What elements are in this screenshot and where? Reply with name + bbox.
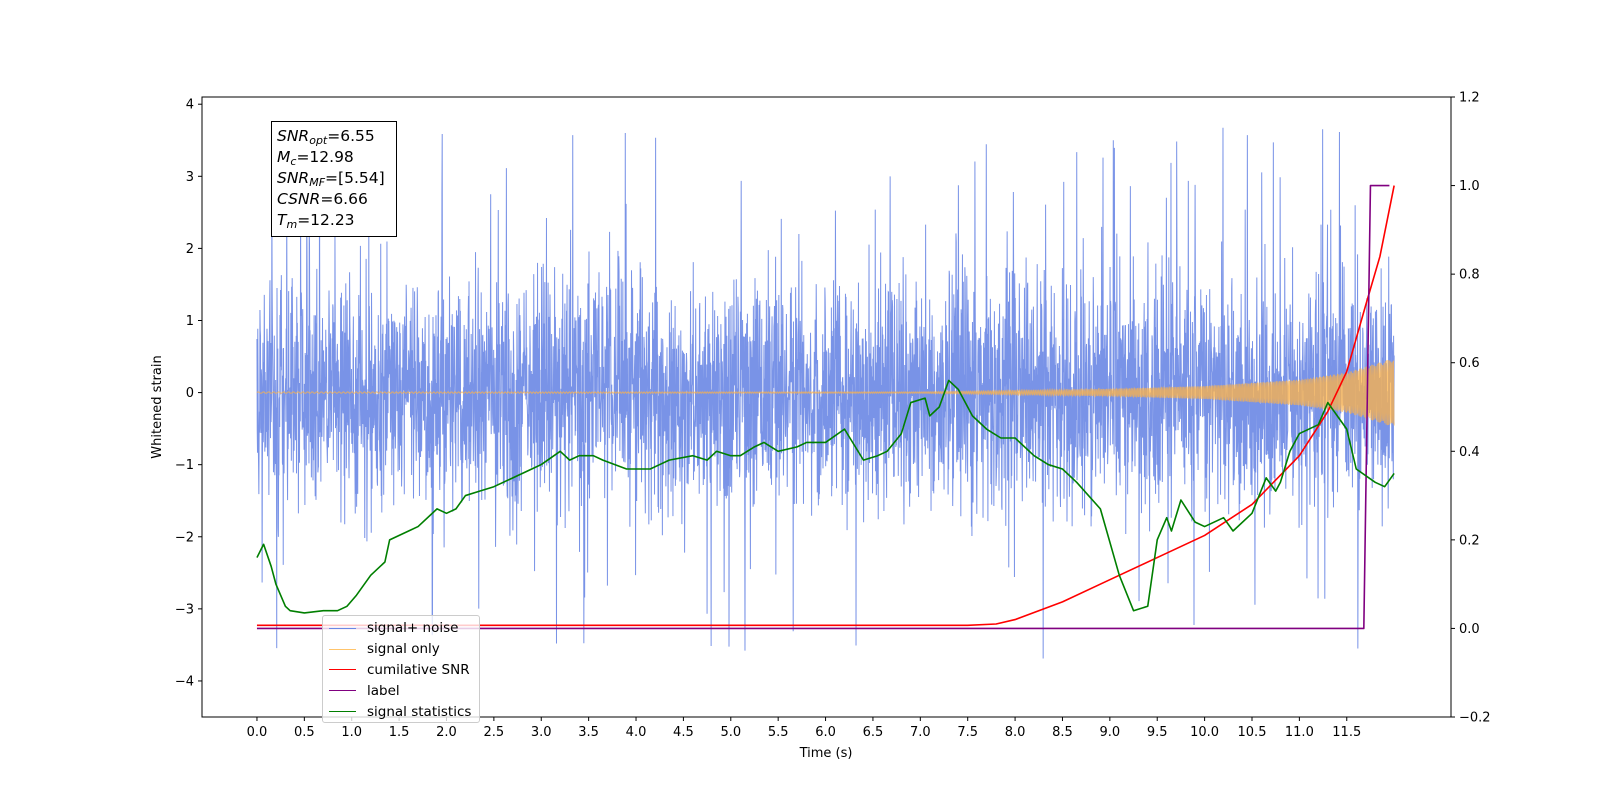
y-tick-label-left: 2 xyxy=(186,242,194,257)
info-snr-mf: SNRMF=[5.54] xyxy=(277,169,385,189)
y-tick-label-right: 0.2 xyxy=(1459,533,1480,548)
x-tick-label: 7.0 xyxy=(910,725,931,740)
series-signal-statistics xyxy=(256,379,1395,614)
y-tick-label-left: 0 xyxy=(186,386,194,401)
legend-entry-cumulative-snr: cumilative SNR xyxy=(329,660,479,681)
legend-swatch xyxy=(329,690,356,692)
series-cumulative-snr xyxy=(256,185,1395,627)
info-csnr: CSNR=6.66 xyxy=(277,190,368,208)
y-tick-label-left: −4 xyxy=(175,674,194,689)
legend-swatch xyxy=(329,669,356,671)
y-tick-label-right: 1.2 xyxy=(1459,91,1480,106)
x-tick-label: 4.0 xyxy=(626,725,647,740)
x-tick-label: 11.0 xyxy=(1285,725,1314,740)
series-label xyxy=(256,184,1390,630)
info-snr-opt: SNRopt=6.55 xyxy=(277,127,375,147)
y-tick-label-right: 0.6 xyxy=(1459,356,1480,371)
y-tick-label-right: −0.2 xyxy=(1459,711,1491,726)
legend-entry-label: label xyxy=(329,680,479,701)
x-tick-label: 6.0 xyxy=(815,725,836,740)
x-tick-label: 9.5 xyxy=(1147,725,1168,740)
x-axis-label: Time (s) xyxy=(799,746,853,761)
x-axis: 0.0 0.5 1.0 1.5 2.0 2.5 3.0 3.5 4.0 4.5 5.0 5.5 6.0 6… xyxy=(247,717,1361,740)
x-tick-label: 2.5 xyxy=(484,725,505,740)
x-tick-label: 10.5 xyxy=(1238,725,1267,740)
x-tick-label: 11.5 xyxy=(1332,725,1361,740)
x-tick-label: 7.5 xyxy=(957,725,978,740)
y-tick-label-left: 1 xyxy=(186,314,194,329)
plot-frame xyxy=(201,96,1452,718)
y-tick-label-left: 4 xyxy=(186,98,194,113)
legend-swatch xyxy=(329,711,356,713)
x-tick-label: 0.5 xyxy=(294,725,315,740)
y-tick-label-right: 0.4 xyxy=(1459,445,1480,460)
y-tick-label-left: −1 xyxy=(175,458,194,473)
info-mc: Mc=12.98 xyxy=(277,148,354,168)
legend-entry-signal-statistics: signal statistics xyxy=(329,701,479,722)
y-tick-label-left: 3 xyxy=(186,170,194,185)
info-tm: Tm=12.23 xyxy=(277,211,355,231)
x-tick-label: 3.5 xyxy=(578,725,599,740)
info-box: SNRopt=6.55 Mc=12.98 SNRMF=[5.54] CSNR=6… xyxy=(271,121,397,237)
legend-swatch xyxy=(329,648,356,650)
x-tick-label: 5.5 xyxy=(768,725,789,740)
x-tick-label: 0.0 xyxy=(247,725,268,740)
y-tick-label-left: −3 xyxy=(175,602,194,617)
x-tick-label: 9.0 xyxy=(1100,725,1121,740)
x-tick-label: 6.5 xyxy=(863,725,884,740)
legend: signal+ noise signal only cumilative SNR… xyxy=(322,615,480,723)
x-tick-label: 2.0 xyxy=(436,725,457,740)
x-tick-label: 4.5 xyxy=(673,725,694,740)
x-tick-label: 8.0 xyxy=(1005,725,1026,740)
y-axis-label: Whitened strain xyxy=(150,355,165,458)
y-tick-label-right: 0.8 xyxy=(1459,268,1480,283)
x-tick-label: 1.5 xyxy=(389,725,410,740)
x-tick-label: 8.5 xyxy=(1052,725,1073,740)
y-tick-label-right: 0.0 xyxy=(1459,622,1480,637)
y-tick-label-left: −2 xyxy=(175,530,194,545)
y-tick-label-right: 1.0 xyxy=(1459,179,1480,194)
y-axis-right: 1.2 1.0 0.8 0.6 0.4 0.2 0.0 −0.2 xyxy=(1451,91,1491,726)
series-signal-only xyxy=(256,360,1395,426)
x-tick-label: 10.0 xyxy=(1190,725,1219,740)
x-tick-label: 5.0 xyxy=(720,725,741,740)
x-tick-label: 1.0 xyxy=(341,725,362,740)
y-axis-left: 4 3 2 1 0 −1 −2 −3 −4 xyxy=(175,98,202,689)
legend-entry-signal-only: signal only xyxy=(329,639,479,660)
x-tick-label: 3.0 xyxy=(531,725,552,740)
legend-entry-signal-noise: signal+ noise xyxy=(329,618,479,639)
legend-swatch xyxy=(329,627,356,629)
